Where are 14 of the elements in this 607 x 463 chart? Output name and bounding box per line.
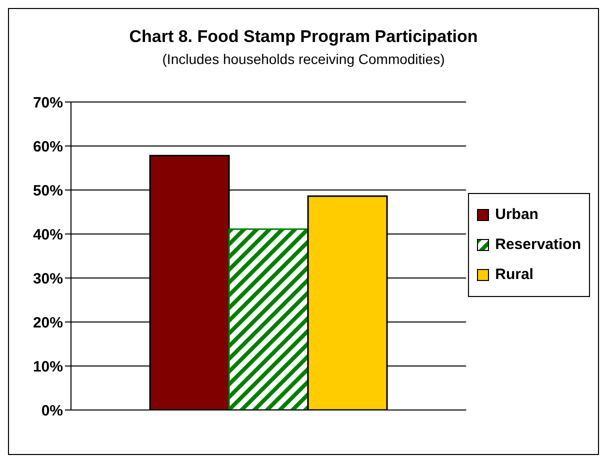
y-tick-label: 50% <box>32 182 63 200</box>
y-tick-label: 40% <box>32 226 63 244</box>
legend-label: Reservation <box>495 234 581 254</box>
chart-title: Chart 8. Food Stamp Program Participation <box>128 27 479 47</box>
y-tick-label: 60% <box>32 138 63 156</box>
legend-label: Urban <box>495 204 538 224</box>
chart-subtitle: (Includes households receiving Commodities) <box>161 51 446 67</box>
y-tick-label: 20% <box>32 314 63 332</box>
bar <box>228 228 309 410</box>
y-tick-label: 0% <box>41 402 63 420</box>
y-tick-label: 70% <box>32 94 63 112</box>
legend-label: Rural <box>495 264 534 284</box>
y-tick-label: 10% <box>32 358 63 376</box>
y-tick-label: 30% <box>32 270 63 288</box>
